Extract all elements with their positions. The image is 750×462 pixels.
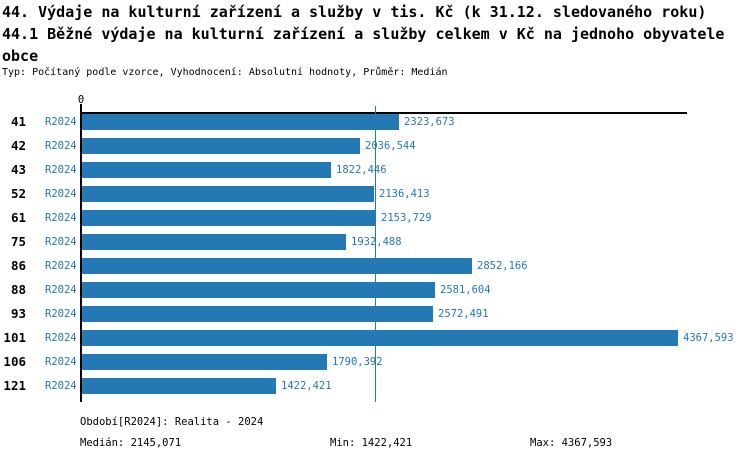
row-category-label: 86 [10,258,26,273]
row-series-label: R2024 [45,284,77,296]
x-axis-line [80,112,687,114]
row-series-label: R2024 [45,140,77,152]
bar [82,378,276,394]
bar [82,162,331,178]
bar [82,114,399,130]
bar-value-label: 2323,673 [404,116,455,128]
bar [82,282,435,298]
row-series-label: R2024 [45,380,77,392]
bar-value-label: 1790,392 [332,356,383,368]
bar [82,330,678,346]
bar-value-label: 2581,604 [440,284,491,296]
bar-chart: 0 41 R2024 2323,673 42 R2024 2036,544 43 R2024 1… [0,90,750,410]
row-series-label: R2024 [45,356,77,368]
bar-value-label: 1422,421 [281,380,332,392]
bar [82,138,360,154]
row-category-label: 52 [10,186,26,201]
row-series-label: R2024 [45,308,77,320]
bar-value-label: 1932,488 [351,236,402,248]
x-axis-zero-tick-label: 0 [77,94,85,106]
bar [82,234,346,250]
row-series-label: R2024 [45,116,77,128]
y-axis-line [80,104,82,402]
row-category-label: 41 [10,114,26,129]
median-line [375,106,376,402]
row-category-label: 61 [10,210,26,225]
footer-max-stat: Max: 4367,593 [530,437,613,449]
report-title-line1: 44. Výdaje na kulturní zařízení a služby… [2,3,707,21]
row-series-label: R2024 [45,236,77,248]
footer-min-stat: Min: 1422,421 [330,437,413,449]
bar [82,306,433,322]
bar [82,210,376,226]
bar-value-label: 2136,413 [379,188,430,200]
bar-value-label: 4367,593 [683,332,734,344]
row-series-label: R2024 [45,212,77,224]
bar-value-label: 2572,491 [438,308,489,320]
report-title-line3: obce [2,47,39,65]
bar [82,354,327,370]
bar-value-label: 2036,544 [365,140,416,152]
row-category-label: 88 [10,282,26,297]
report-title-line2: 44.1 Běžné výdaje na kulturní zařízení a… [2,25,725,43]
row-series-label: R2024 [45,188,77,200]
footer-period-label: Období[R2024]: Realita - 2024 [80,416,264,428]
row-series-label: R2024 [45,164,77,176]
row-category-label: 42 [10,138,26,153]
footer-median-stat: Medián: 2145,071 [80,437,182,449]
row-series-label: R2024 [45,260,77,272]
row-category-label: 121 [3,378,26,393]
row-category-label: 106 [3,354,26,369]
row-category-label: 101 [3,330,26,345]
row-category-label: 75 [10,234,26,249]
bar-value-label: 2852,166 [477,260,528,272]
report-meta-line: Typ: Počítaný podle vzorce, Vyhodnocení:… [2,67,448,78]
row-series-label: R2024 [45,332,77,344]
row-category-label: 43 [10,162,26,177]
bar [82,186,374,202]
bar [82,258,472,274]
bar-value-label: 2153,729 [381,212,432,224]
bar-value-label: 1822,446 [336,164,387,176]
row-category-label: 93 [10,306,26,321]
